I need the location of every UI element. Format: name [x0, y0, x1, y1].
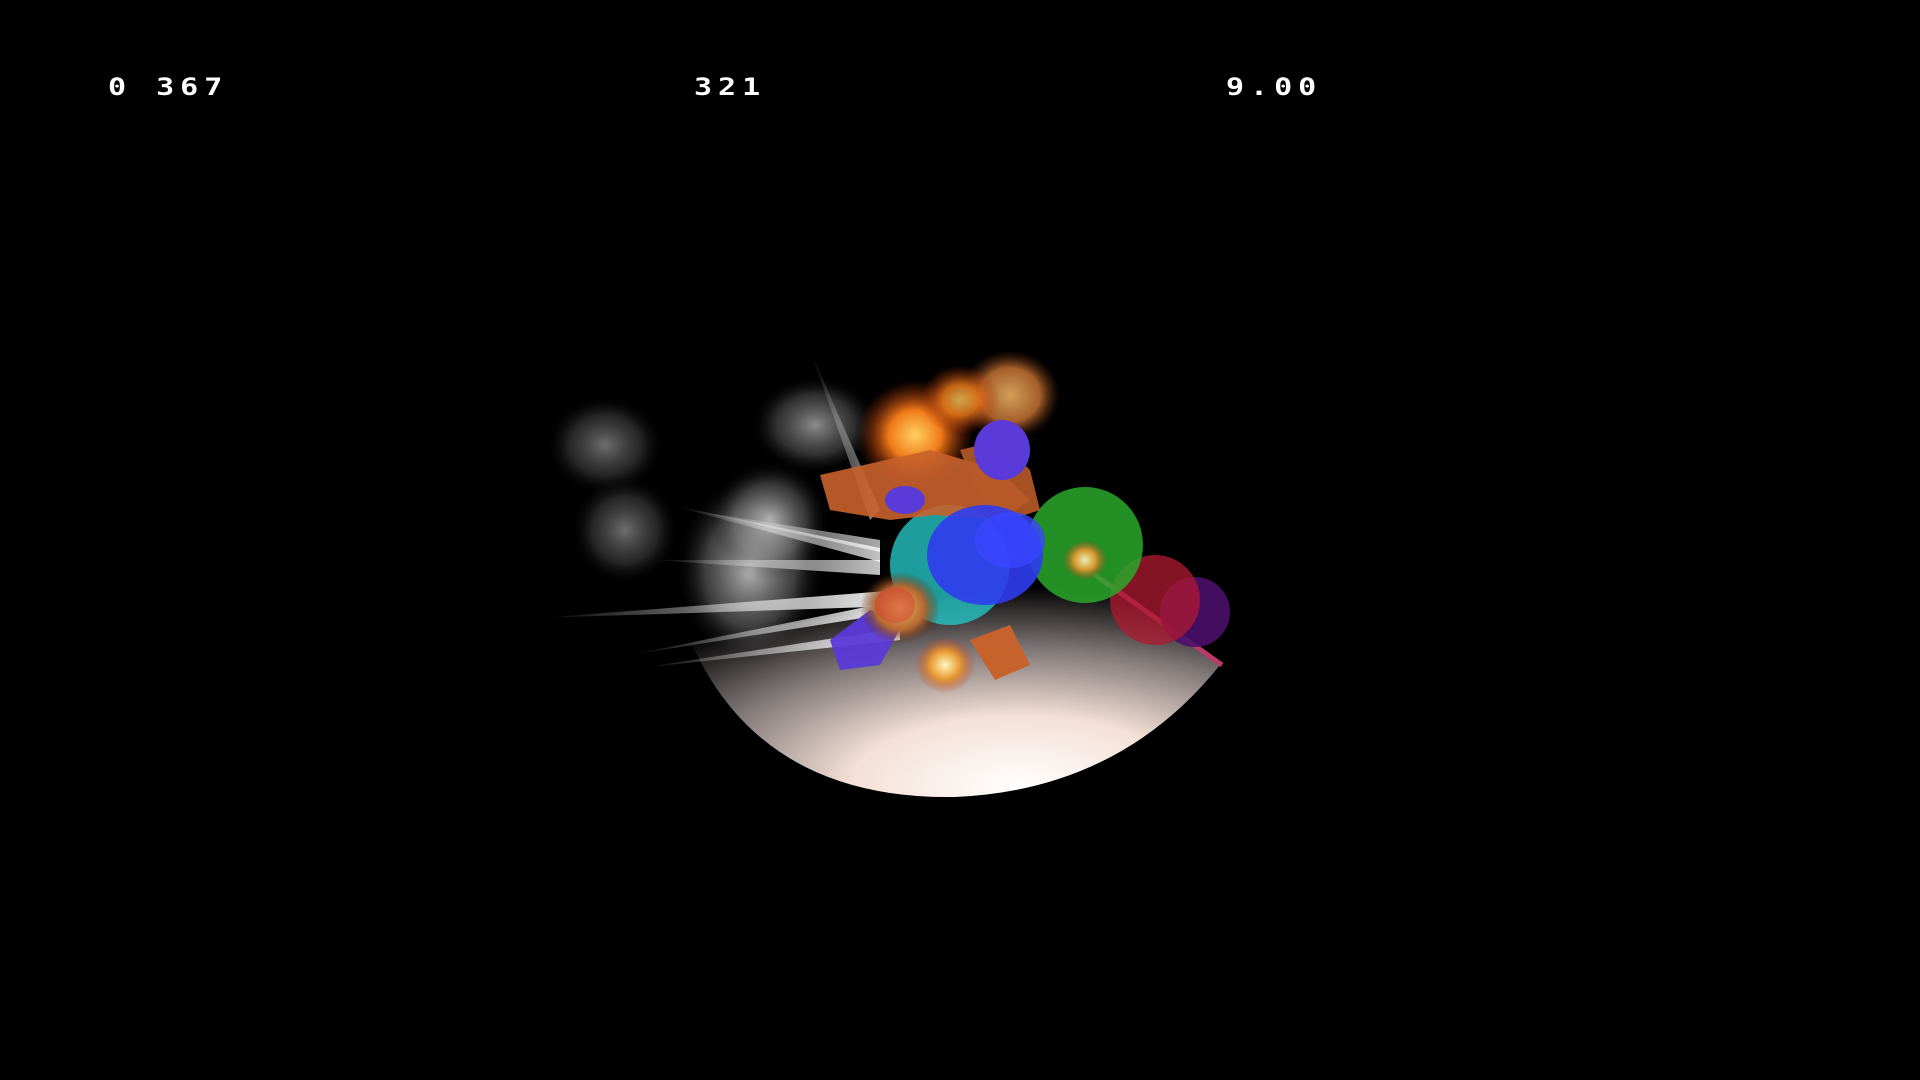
hud-frame-counter: 321: [694, 73, 767, 102]
character-sprite: [820, 420, 1045, 680]
hud-timer: 9.00: [1226, 73, 1323, 102]
hud-score-left: 0 367: [108, 73, 229, 102]
impact-effects: [860, 540, 1107, 693]
